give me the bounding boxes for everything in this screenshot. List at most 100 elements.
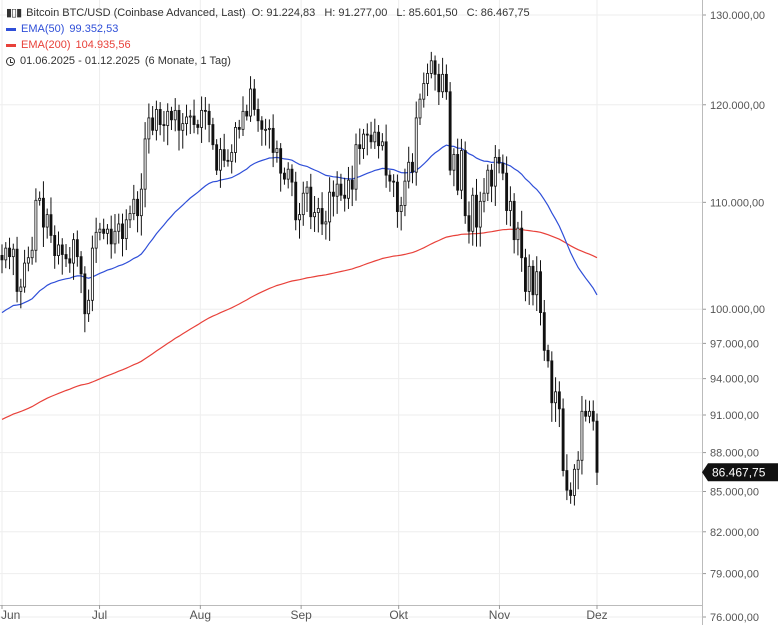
legend-period-note: (6 Monate, 1 Tag) <box>144 55 231 67</box>
candle-body <box>320 208 324 225</box>
x-tick-label: Jun <box>1 608 20 622</box>
candlestick-series <box>0 51 599 506</box>
candle-body <box>407 161 411 182</box>
candle-body <box>181 123 185 131</box>
candle-body <box>497 156 501 164</box>
candle-body <box>275 148 279 153</box>
candle-body <box>531 265 535 296</box>
legend-title-row: ▮▯▮ Bitcoin BTC/USD (Coinbase Advanced, … <box>6 5 530 21</box>
y-tick-label: 100.000,00 <box>710 304 765 316</box>
candle-body <box>207 110 211 125</box>
candle-body <box>426 73 429 84</box>
candle-body <box>418 98 422 119</box>
candle-body <box>117 223 121 232</box>
legend-open: O: 91.224,83 <box>251 7 316 19</box>
candle-body <box>0 254 4 261</box>
candle-body <box>475 194 478 228</box>
candle-body <box>588 410 591 417</box>
candle-body <box>136 198 140 217</box>
legend-ema50-value: 99.352,53 <box>69 23 119 35</box>
candle-body <box>595 420 599 473</box>
candle-body <box>369 134 373 143</box>
candle-body <box>38 197 42 201</box>
candle-body <box>554 391 558 404</box>
y-tick-label: 110.000,00 <box>710 197 764 209</box>
candle-body <box>429 60 433 74</box>
candle-body <box>358 144 362 149</box>
candle-body <box>433 60 437 75</box>
candle-body <box>83 273 87 315</box>
candle-body <box>211 124 215 146</box>
candle-body <box>196 124 200 128</box>
candle-body <box>365 133 369 136</box>
candle-body <box>128 213 132 221</box>
y-tick-label: 79.000,00 <box>710 569 759 581</box>
candle-body <box>335 183 339 197</box>
candle-body <box>124 219 128 240</box>
legend-close: C: 86.467,75 <box>466 7 530 19</box>
candle-body <box>584 410 588 417</box>
candle-body <box>90 247 94 301</box>
candle-body <box>354 144 358 190</box>
candle-body <box>226 159 230 162</box>
candle-body <box>249 88 252 117</box>
candle-body <box>49 214 53 236</box>
candle-body <box>203 109 207 112</box>
legend-period: 01.06.2025 - 01.12.2025 <box>20 55 140 67</box>
candle-body <box>324 221 328 225</box>
legend-ema200-row: EMA(200) 104.935,56 <box>6 37 530 53</box>
candle-body <box>162 124 166 126</box>
candle-body <box>121 223 124 240</box>
candle-body <box>143 138 147 190</box>
candle-body <box>399 205 403 212</box>
candle-body <box>109 228 113 245</box>
candle-body <box>482 192 486 202</box>
candle-body <box>94 231 98 249</box>
candle-body <box>53 235 57 256</box>
candle-body <box>527 265 531 292</box>
ema200-swatch <box>6 43 16 47</box>
candle-body <box>301 192 305 216</box>
candle-body <box>147 117 151 140</box>
legend-ema50-label: EMA(50) <box>21 23 65 35</box>
candle-body <box>520 227 524 259</box>
candle-body <box>188 115 192 118</box>
y-tick-label: 85.000,00 <box>710 486 759 498</box>
candle-body <box>106 228 109 234</box>
candle-body <box>437 73 441 93</box>
last-price-tag <box>702 463 778 482</box>
candle-body <box>565 470 569 491</box>
candle-body <box>373 131 377 143</box>
candle-body <box>170 110 173 121</box>
candle-body <box>252 88 256 110</box>
candle-body <box>395 181 399 212</box>
ema50-swatch <box>6 27 16 31</box>
x-tick-label: Aug <box>190 608 211 622</box>
candle-body <box>339 183 343 196</box>
price-axis: 130.000,00 120.000,00 110.000,00 100.000,00… <box>702 0 765 625</box>
legend-ema200-value: 104.935,56 <box>75 39 131 51</box>
candle-body <box>271 127 275 153</box>
candle-body <box>444 73 448 93</box>
candle-body <box>478 200 482 228</box>
candle-body <box>546 349 550 362</box>
legend-period-row: 01.06.2025 - 01.12.2025 (6 Monate, 1 Tag… <box>6 53 530 69</box>
candle-body <box>237 127 241 130</box>
candle-body <box>316 208 320 213</box>
time-axis: Jun Jul Aug Sep Okt Nov Dez <box>0 605 702 622</box>
candle-body <box>516 227 520 241</box>
candle-body <box>19 286 23 292</box>
y-tick-label: 76.000,00 <box>710 612 759 624</box>
candle-body <box>448 91 452 171</box>
candle-body <box>539 271 542 313</box>
candle-body <box>132 198 136 215</box>
candle-body <box>403 180 407 206</box>
candle-body <box>392 180 396 183</box>
ema200-line <box>1 228 598 420</box>
candle-body <box>72 239 75 264</box>
candle-body <box>192 115 196 125</box>
grid-lines <box>0 0 702 618</box>
candle-body <box>230 152 234 162</box>
candle-body <box>347 179 350 199</box>
